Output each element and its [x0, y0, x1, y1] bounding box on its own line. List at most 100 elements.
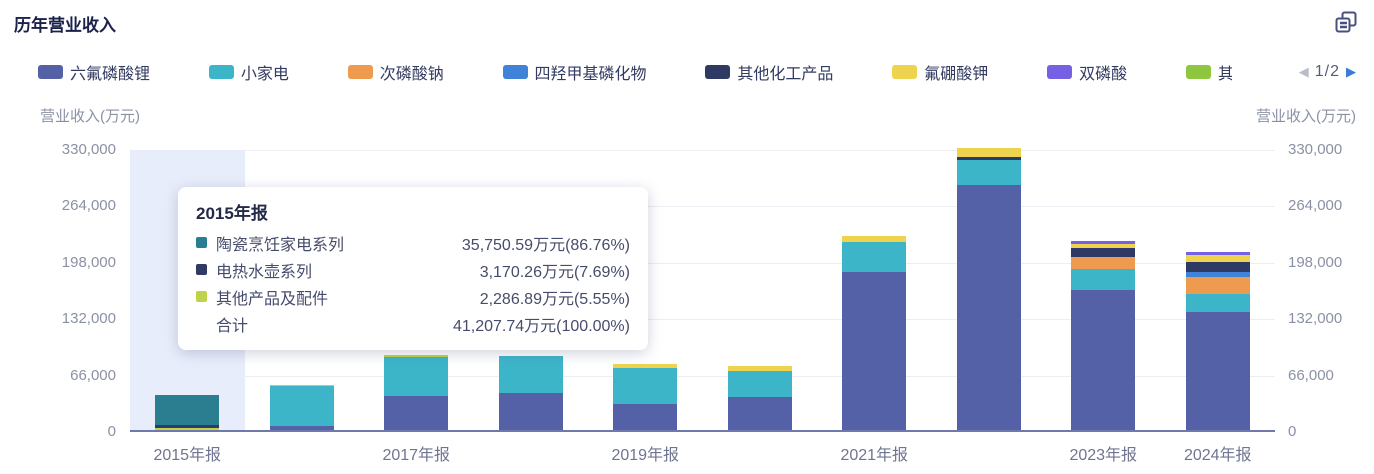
bar-segment-其他产品及配件[interactable] [155, 428, 220, 430]
legend-item-4[interactable]: 四羟甲基磷化物 [502, 60, 647, 84]
legend-next-arrow-icon[interactable]: ▶ [1346, 64, 1356, 79]
gridline [130, 375, 1275, 377]
legend-item-label: 其他化工产品 [737, 66, 834, 83]
bar-segment-电热水壶系列[interactable] [155, 425, 220, 429]
bar-segment-小家电[interactable] [842, 242, 907, 273]
legend-item-6[interactable]: 氟硼酸钾 [892, 60, 988, 84]
copy-icon[interactable] [1334, 10, 1358, 34]
bar-segment-六氟磷酸锂[interactable] [613, 404, 678, 430]
bar-segment-次磷酸钠[interactable] [1185, 277, 1250, 295]
legend-item-7[interactable]: 双磷酸 [1047, 60, 1127, 84]
bar-segment-小家电[interactable] [613, 368, 678, 405]
bar-segment-六氟磷酸锂[interactable] [498, 393, 563, 430]
bar-2016年报[interactable] [269, 385, 334, 430]
bar-segment-小家电[interactable] [498, 355, 563, 394]
gridline [130, 262, 1275, 264]
x-axis-label-2015年报: 2015年报 [153, 447, 222, 464]
x-axis-label-2019年报: 2019年报 [611, 447, 680, 464]
bar-segment-氟硼酸钾[interactable] [956, 148, 1021, 157]
bar-segment-陶瓷烹饪家电系列[interactable] [155, 394, 220, 426]
tooltip-series-value: 2,286.89万元(5.55%) [479, 290, 630, 308]
tooltip-series-value: 3,170.26万元(7.69%) [479, 263, 630, 281]
legend-item-label: 六氟磷酸锂 [70, 66, 151, 83]
bar-segment-六氟磷酸锂[interactable] [727, 397, 792, 430]
bar-segment-氟硼酸钾[interactable] [727, 365, 792, 372]
bar-2021年报[interactable] [842, 235, 907, 430]
legend-swatch-icon [1047, 65, 1073, 79]
y-axis-tick-left: 198,000 [61, 253, 116, 271]
legend-pager: ◀ 1/2 ▶ [1293, 61, 1362, 83]
bar-2017年报[interactable] [384, 355, 449, 430]
legend-item-8[interactable]: 其他 [1185, 60, 1232, 84]
bar-2022年报[interactable] [956, 148, 1021, 430]
bar-2019年报[interactable] [613, 364, 678, 430]
bar-segment-六氟磷酸锂[interactable] [384, 396, 449, 430]
x-axis-label-2024年报: 2024年报 [1183, 447, 1252, 464]
tooltip-series-label: 陶瓷烹饪家电系列 [216, 236, 345, 254]
tooltip-series-label: 其他产品及配件 [216, 290, 329, 308]
tooltip-series-swatch-icon [196, 291, 207, 302]
chart-tooltip: 2015年报 陶瓷烹饪家电系列 35,750.59万元(86.76%) 电热水壶系列… [178, 187, 648, 350]
y-axis-tick-left: 132,000 [61, 310, 116, 328]
bar-segment-六氟磷酸锂[interactable] [956, 185, 1021, 430]
y-axis-tick-left: 264,000 [61, 197, 116, 215]
bar-2015年报[interactable] [155, 394, 220, 430]
bar-2024年报[interactable] [1185, 252, 1250, 430]
legend-item-2[interactable]: 小家电 [208, 60, 289, 84]
bar-segment-其他产品及配件[interactable] [384, 355, 449, 357]
legend-item-label: 其他 [1217, 66, 1232, 83]
bar-segment-双磷酸[interactable] [1071, 241, 1136, 244]
bar-segment-小家电[interactable] [269, 386, 334, 426]
y-axis-tick-right: 330,000 [1288, 141, 1343, 158]
legend-prev-arrow-icon[interactable]: ◀ [1298, 64, 1309, 79]
bar-segment-小家电[interactable] [727, 371, 792, 398]
legend-swatch-icon [705, 65, 731, 79]
bar-segment-六氟磷酸锂[interactable] [842, 272, 907, 430]
y-axis-title-right: 营业收入(万元) [1256, 108, 1356, 125]
legend-item-5[interactable]: 其他化工产品 [705, 60, 833, 84]
bar-segment-氟硼酸钾[interactable] [1071, 244, 1136, 249]
bar-segment-氟硼酸钾[interactable] [1185, 254, 1250, 263]
bar-segment-六氟磷酸锂[interactable] [1071, 289, 1136, 430]
tooltip-series-label: 合计 [216, 317, 249, 335]
bar-segment-其他产品及配件[interactable] [269, 385, 334, 387]
bar-segment-其他化工产品[interactable] [1185, 262, 1250, 273]
bar-segment-四羟甲基磷化物[interactable] [1185, 272, 1250, 278]
bar-2018年报[interactable] [498, 355, 563, 430]
y-axis-tick-left: 330,000 [61, 141, 116, 158]
bar-segment-双磷酸[interactable] [1185, 252, 1250, 255]
tooltip-title: 2015年报 [196, 204, 268, 223]
legend-page-indicator: 1/2 [1314, 63, 1340, 80]
bar-segment-其他化工产品[interactable] [956, 156, 1021, 161]
bar-segment-小家电[interactable] [1185, 294, 1250, 313]
bar-segment-氟硼酸钾[interactable] [613, 364, 678, 369]
bar-segment-小家电[interactable] [956, 160, 1021, 186]
y-axis-tick-right: 66,000 [1288, 366, 1334, 384]
tooltip-row-电热水壶系列: 电热水壶系列 3,170.26万元(7.69%) [196, 256, 630, 283]
legend-item-3[interactable]: 次磷酸钠 [347, 60, 444, 84]
bar-segment-小家电[interactable] [384, 356, 449, 397]
bar-segment-次磷酸钠[interactable] [1071, 257, 1136, 270]
legend-swatch-icon [892, 65, 918, 79]
gridline [130, 150, 1275, 151]
legend-item-label: 小家电 [240, 66, 289, 83]
legend-item-1[interactable]: 六氟磷酸锂 [38, 60, 150, 84]
legend: 六氟磷酸锂 小家电 次磷酸钠 四羟甲基磷化物 其他化工产品 氟硼酸钾 双磷酸 其他 [38, 61, 1232, 83]
page-title: 历年营业收入 [14, 16, 116, 35]
bar-segment-六氟磷酸锂[interactable] [269, 425, 334, 430]
bar-segment-氟硼酸钾[interactable] [842, 235, 907, 243]
x-axis-label-2021年报: 2021年报 [840, 447, 909, 464]
bar-segment-其他化工产品[interactable] [1071, 248, 1136, 258]
legend-item-label: 四羟甲基磷化物 [534, 66, 647, 83]
bar-2020年报[interactable] [727, 365, 792, 430]
bar-segment-小家电[interactable] [1071, 269, 1136, 290]
legend-swatch-icon [1185, 65, 1211, 79]
legend-swatch-icon [38, 65, 63, 79]
bar-segment-六氟磷酸锂[interactable] [1185, 312, 1250, 430]
tooltip-series-label: 电热水壶系列 [216, 263, 313, 281]
bar-2023年报[interactable] [1071, 241, 1136, 430]
tooltip-row-陶瓷烹饪家电系列: 陶瓷烹饪家电系列 35,750.59万元(86.76%) [196, 229, 630, 256]
legend-item-label: 次磷酸钠 [379, 66, 444, 83]
gridline [130, 206, 1275, 208]
